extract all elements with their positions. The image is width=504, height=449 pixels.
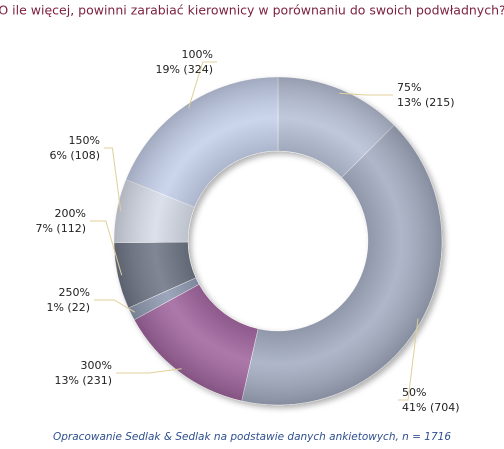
chart-title: O ile więcej, powinni zarabiać kierownic…: [0, 3, 504, 18]
slice-category: 75%: [397, 81, 421, 94]
source-note: Opracowanie Sedlak & Sedlak na podstawie…: [53, 431, 451, 443]
leader-line: [339, 92, 393, 96]
leader-line: [398, 318, 419, 401]
slice-value-label: 19% (324): [155, 63, 213, 76]
slice-category: 200%: [55, 207, 86, 220]
slice-value-label: 41% (704): [402, 401, 460, 414]
leader-line: [116, 368, 182, 374]
slice-value-label: 1% (22): [46, 301, 90, 314]
donut-slice: [125, 76, 279, 208]
slice-category: 250%: [59, 286, 90, 299]
leader-line: [104, 147, 122, 212]
leader-line: [90, 220, 123, 276]
leader-line: [188, 61, 217, 109]
slice-value-label: 7% (112): [35, 222, 86, 235]
slice-value-label: 6% (108): [49, 149, 100, 162]
leader-line: [94, 299, 135, 313]
slice-category: 150%: [69, 134, 100, 147]
slice-category: 300%: [81, 359, 112, 372]
slice-value-label: 13% (231): [54, 374, 112, 387]
slice-category: 50%: [402, 386, 426, 399]
slice-value-label: 13% (215): [397, 96, 455, 109]
donut: [113, 76, 443, 406]
slice-category: 100%: [182, 48, 213, 61]
